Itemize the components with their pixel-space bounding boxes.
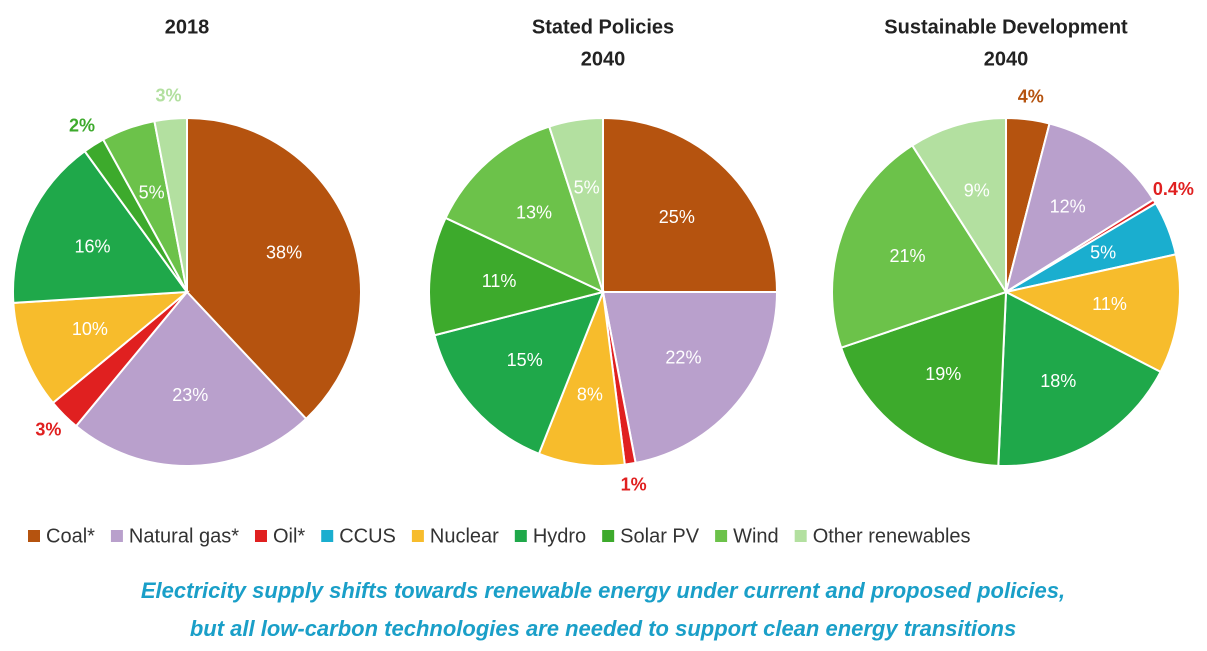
- legend-swatch: [321, 530, 334, 542]
- legend-label: Natural gas*: [129, 525, 239, 547]
- pie-slice: [547, 116, 604, 293]
- data-label: 15%: [507, 350, 543, 370]
- data-label: 38%: [266, 242, 302, 262]
- chart-title: Stated Policies: [532, 16, 674, 38]
- legend-label: CCUS: [339, 525, 396, 547]
- legend-swatch: [254, 530, 267, 542]
- legend-label: Wind: [733, 525, 779, 547]
- caption: Electricity supply shifts towards renewa…: [141, 578, 1065, 603]
- chart-title: Sustainable Development: [884, 16, 1128, 38]
- pie-slice: [831, 144, 1008, 349]
- legend-swatch: [794, 530, 807, 542]
- pie-slice: [444, 125, 605, 294]
- pie-slice: [428, 216, 606, 337]
- data-label: 11%: [482, 271, 517, 291]
- data-label: 5%: [574, 178, 600, 198]
- legend-swatch: [602, 530, 615, 542]
- pie-slice: [433, 290, 605, 456]
- legend-label: Nuclear: [430, 525, 499, 547]
- chart-title: 2040: [581, 48, 626, 70]
- data-label: 10%: [72, 319, 108, 339]
- data-label: 4%: [1018, 86, 1044, 106]
- data-label: 11%: [1092, 294, 1127, 314]
- data-label: 5%: [139, 183, 165, 203]
- legend-label: Oil*: [273, 525, 305, 547]
- legend-label: Hydro: [533, 525, 586, 547]
- pie-slice: [602, 116, 779, 293]
- data-label: 3%: [35, 419, 61, 439]
- chart-title: 2040: [984, 48, 1029, 70]
- pie-slice: [1003, 253, 1181, 374]
- pie-slice: [153, 116, 188, 293]
- data-label: 13%: [516, 202, 552, 222]
- chart-title: 2018: [165, 16, 210, 38]
- pie-slice: [186, 116, 362, 421]
- data-label: 2%: [69, 115, 95, 135]
- data-label: 19%: [925, 364, 961, 384]
- legend-swatch: [28, 530, 40, 542]
- pie-slice: [601, 291, 779, 465]
- data-label: 25%: [659, 207, 695, 227]
- pie-slice: [910, 116, 1007, 296]
- data-label: 0.4%: [1153, 179, 1194, 199]
- legend-swatch: [110, 530, 123, 542]
- pie-slice: [12, 149, 189, 304]
- data-label: 22%: [665, 347, 701, 367]
- data-label: 5%: [1090, 242, 1116, 262]
- data-label: 23%: [172, 385, 208, 405]
- legend-label: Coal*: [46, 525, 95, 547]
- data-label: 16%: [75, 236, 111, 256]
- pie-slice: [997, 290, 1162, 467]
- legend-swatch: [411, 530, 424, 542]
- caption: but all low-carbon technologies are need…: [190, 616, 1016, 641]
- legend-label: Other renewables: [813, 525, 971, 547]
- data-label: 9%: [964, 181, 990, 201]
- legend-swatch: [514, 530, 527, 542]
- pie-slice: [74, 290, 308, 467]
- pie-slice: [1004, 122, 1155, 295]
- data-label: 1%: [621, 474, 647, 494]
- data-label: 8%: [577, 384, 603, 404]
- data-label: 21%: [889, 246, 925, 266]
- pie-slice: [839, 290, 1008, 467]
- legend-swatch: [715, 530, 728, 542]
- data-label: 3%: [156, 86, 182, 106]
- data-label: 18%: [1040, 371, 1076, 391]
- legend-label: Solar PV: [620, 525, 700, 547]
- pie-slice: [12, 290, 191, 405]
- data-label: 12%: [1050, 197, 1086, 217]
